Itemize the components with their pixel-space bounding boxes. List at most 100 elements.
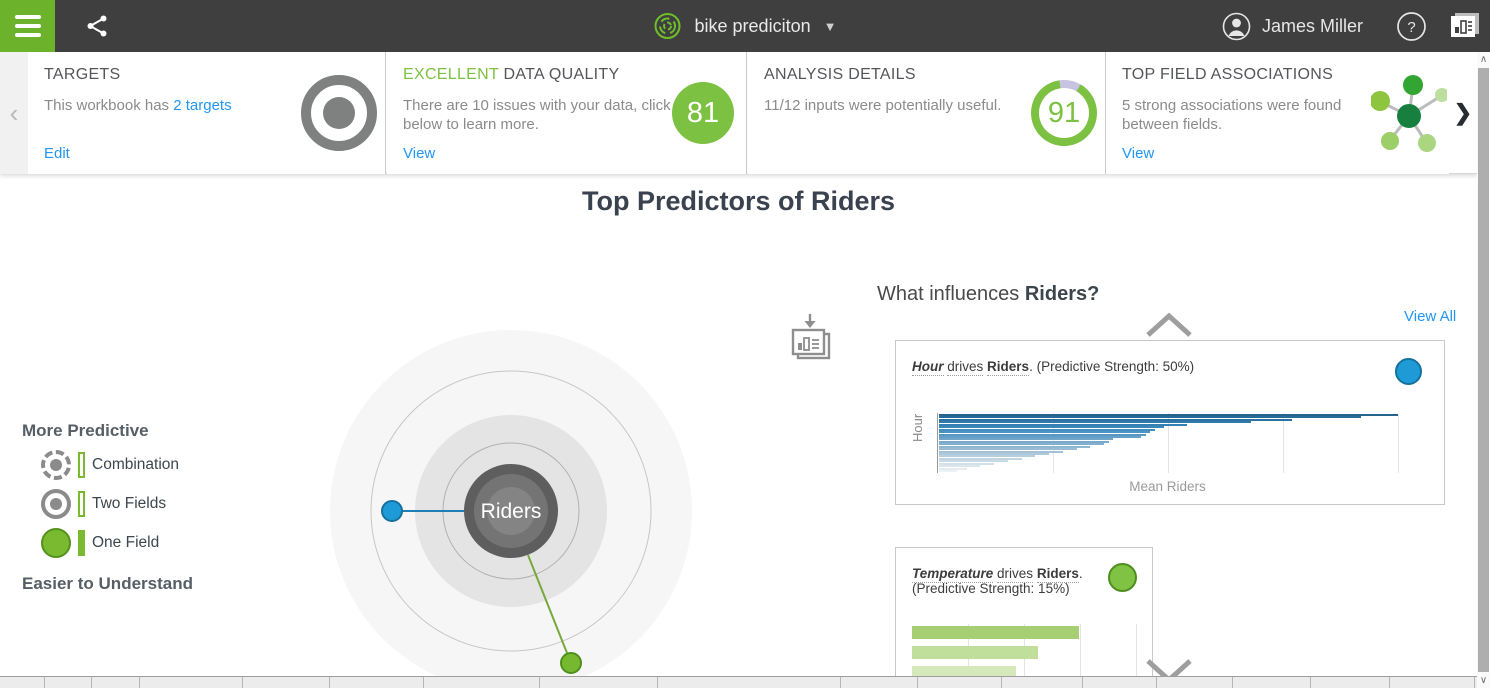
strip-cell	[1311, 677, 1390, 688]
card-description: 11/12 inputs were potentially useful.	[764, 97, 1002, 114]
hour-bar	[939, 433, 1146, 436]
influences-heading-bold: Riders?	[1024, 283, 1100, 305]
y-axis-label: Hour	[910, 413, 925, 442]
edit-link[interactable]: Edit	[44, 145, 70, 162]
combination-icon	[41, 450, 71, 480]
vertical-scrollbar[interactable]: ∧ ∨	[1477, 52, 1490, 688]
hour-bar	[939, 414, 1398, 416]
top-bar: bike prediciton ▼ James Miller ?	[0, 0, 1490, 52]
hour-bar	[939, 465, 981, 468]
influence-card-text: Hour drives Riders. (Predictive Strength…	[912, 359, 1195, 376]
period: .	[1078, 566, 1083, 581]
user-name: James Miller	[1262, 15, 1364, 36]
hour-bar	[939, 462, 995, 465]
user-menu[interactable]: James Miller	[1222, 0, 1363, 52]
card-title: TARGETS	[44, 66, 121, 83]
view-link[interactable]: View	[1122, 145, 1155, 162]
hour-bar	[939, 448, 1077, 451]
hamburger-menu-icon[interactable]	[0, 0, 55, 52]
legend-more-predictive: More Predictive	[22, 421, 149, 440]
strip-cell	[918, 677, 1002, 688]
card-title: ANALYSIS DETAILS	[764, 66, 916, 83]
strip-cell	[841, 677, 918, 688]
bottom-table-strip	[0, 676, 1490, 688]
influence-card-temperature[interactable]: Temperature drives Riders. (Predictive S…	[895, 547, 1153, 688]
scroll-up-chevron-icon[interactable]	[1145, 310, 1193, 338]
one-field-dot-badge	[1108, 563, 1137, 592]
hour-bar	[939, 443, 1105, 446]
x-axis-label: Mean Riders	[1129, 479, 1206, 494]
hour-bar	[939, 470, 958, 473]
page-title: Top Predictors of Riders	[581, 186, 896, 216]
two-fields-icon	[41, 489, 71, 519]
target-icon	[301, 75, 377, 151]
card-data-quality: EXCELLENT DATA QUALITY There are 10 issu…	[387, 52, 747, 174]
caret-down-icon[interactable]: ▼	[823, 18, 837, 34]
legend-label: Two Fields	[92, 495, 167, 512]
scrollbar-down-icon[interactable]: ∨	[1479, 675, 1488, 686]
share-icon[interactable]	[82, 0, 114, 52]
strength-text: (Predictive Strength: 15%)	[912, 581, 1070, 596]
strip-cell	[540, 677, 658, 688]
temp-bars	[912, 626, 1137, 686]
help-icon[interactable]: ?	[1394, 0, 1428, 52]
strip-cell	[658, 677, 841, 688]
hour-bar	[939, 455, 1036, 458]
predictor-dot-green[interactable]	[560, 652, 582, 674]
strip-cell	[1390, 677, 1475, 688]
quality-rating: EXCELLENT	[403, 66, 499, 83]
hour-bar	[939, 418, 1293, 421]
influence-card-hour[interactable]: Hour drives Riders. (Predictive Strength…	[895, 340, 1445, 505]
hour-bar	[939, 438, 1114, 441]
influences-heading: What influences Riders?	[877, 283, 1099, 306]
targets-count-link[interactable]: 2 targets	[173, 97, 232, 114]
view-link[interactable]: View	[403, 145, 436, 162]
one-field-icon	[41, 528, 71, 558]
carousel-left-button[interactable]: ‹	[0, 52, 28, 174]
legend-item-combination: Combination	[41, 450, 193, 480]
spiral-legend: More Predictive Combination Two Fields O…	[22, 421, 193, 594]
strip-cell	[1002, 677, 1083, 688]
insight-cards-row: ‹ TARGETS This workbook has 2 targets Ed…	[0, 52, 1477, 174]
scrollbar-up-icon[interactable]: ∧	[1479, 54, 1488, 65]
card-field-associations: TOP FIELD ASSOCIATIONS 5 strong associat…	[1106, 52, 1449, 174]
strip-cell	[1083, 677, 1157, 688]
card-description: 5 strong associations were found between…	[1122, 97, 1342, 133]
view-all-link[interactable]: View All	[1404, 308, 1457, 325]
workbook-title-group[interactable]: bike prediciton ▼	[654, 0, 837, 52]
predictor-spiral: Riders	[330, 330, 692, 688]
carousel-right-button[interactable]: ❯	[1449, 52, 1477, 174]
legend-label: One Field	[92, 534, 160, 551]
analysis-score-value: 91	[1039, 88, 1089, 138]
legend-item-two-fields: Two Fields	[41, 489, 193, 519]
target-name: Riders	[987, 359, 1030, 376]
strip-cell	[330, 677, 424, 688]
targets-desc-text: This workbook has	[44, 97, 174, 114]
workbook-title: bike prediciton	[694, 15, 811, 36]
scrollbar-thumb[interactable]	[1478, 68, 1489, 672]
card-targets: TARGETS This workbook has 2 targets Edit	[28, 52, 386, 174]
combination-bar-icon	[78, 452, 85, 478]
strength-text: . (Predictive Strength: 50%)	[1029, 359, 1195, 374]
temp-bar	[912, 666, 1016, 679]
strip-cell	[243, 677, 330, 688]
reports-icon[interactable]	[1444, 0, 1484, 52]
predictor-dot-blue[interactable]	[381, 500, 403, 522]
strip-cell	[45, 677, 92, 688]
influences-heading-normal: What influences	[877, 283, 1025, 305]
verb: drives	[997, 566, 1034, 583]
data-quality-score-badge: 81	[672, 82, 734, 144]
hour-bar	[939, 450, 1063, 453]
hour-bar	[939, 445, 1091, 448]
spiral-center-label: Riders	[481, 500, 542, 523]
svg-text:?: ?	[1407, 19, 1415, 36]
save-to-collection-icon[interactable]	[789, 312, 831, 360]
chevron-left-icon: ‹	[9, 97, 19, 128]
legend-item-one-field: One Field	[41, 528, 193, 558]
avatar-icon	[1222, 12, 1251, 40]
hour-bar	[939, 428, 1155, 431]
influence-card-text: Temperature drives Riders. (Predictive S…	[912, 566, 1083, 596]
legend-easier-to-understand: Easier to Understand	[22, 574, 193, 593]
hour-bar	[939, 423, 1187, 426]
